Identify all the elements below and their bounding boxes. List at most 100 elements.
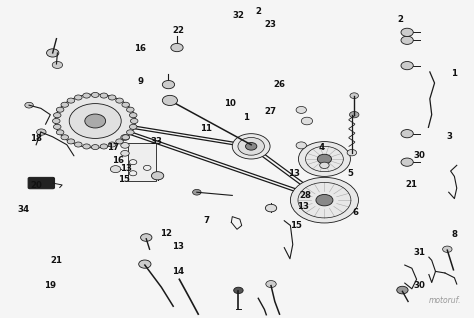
Circle shape [55, 94, 136, 148]
Circle shape [127, 130, 134, 135]
Circle shape [36, 129, 46, 135]
Circle shape [171, 44, 183, 52]
Circle shape [46, 49, 59, 57]
Text: 23: 23 [264, 20, 276, 29]
Text: 30: 30 [413, 151, 425, 160]
Circle shape [316, 195, 333, 206]
Circle shape [109, 95, 116, 100]
Text: 7: 7 [203, 216, 210, 225]
Text: 17: 17 [107, 143, 119, 152]
Circle shape [83, 93, 91, 98]
Text: 6: 6 [352, 208, 358, 217]
Circle shape [56, 130, 64, 135]
Circle shape [91, 92, 99, 97]
Text: 21: 21 [50, 256, 63, 265]
Circle shape [56, 107, 64, 112]
Circle shape [301, 117, 313, 125]
Circle shape [100, 93, 108, 98]
Circle shape [232, 134, 270, 159]
Circle shape [266, 280, 276, 287]
Text: 5: 5 [347, 169, 353, 178]
Text: 1: 1 [451, 69, 457, 78]
Circle shape [299, 142, 350, 176]
Circle shape [162, 80, 174, 89]
Circle shape [129, 124, 137, 129]
Text: 13: 13 [120, 164, 132, 173]
Text: 8: 8 [451, 231, 457, 239]
Text: 15: 15 [290, 221, 302, 230]
Circle shape [54, 113, 61, 118]
Circle shape [401, 129, 413, 138]
Circle shape [141, 234, 152, 241]
Circle shape [110, 166, 121, 173]
Circle shape [296, 142, 307, 149]
Circle shape [116, 98, 123, 103]
Text: 13: 13 [288, 169, 300, 178]
Circle shape [318, 154, 331, 164]
Circle shape [234, 287, 243, 294]
Circle shape [296, 107, 307, 114]
Circle shape [443, 246, 452, 252]
Text: 2: 2 [255, 7, 261, 16]
Text: 2: 2 [397, 15, 403, 24]
Text: 15: 15 [118, 175, 129, 184]
Circle shape [349, 112, 359, 118]
Circle shape [100, 144, 108, 149]
Text: 14: 14 [172, 267, 184, 276]
Circle shape [401, 158, 413, 166]
Circle shape [238, 137, 264, 155]
Bar [128, 143, 156, 181]
Circle shape [121, 135, 129, 140]
Circle shape [85, 114, 106, 128]
Circle shape [74, 142, 82, 147]
Circle shape [52, 61, 63, 68]
Text: 30: 30 [413, 281, 425, 290]
Text: 18: 18 [30, 134, 42, 143]
Circle shape [192, 190, 201, 195]
Circle shape [61, 102, 69, 107]
Circle shape [53, 119, 60, 123]
Text: 32: 32 [232, 11, 245, 20]
Circle shape [69, 104, 121, 138]
Circle shape [265, 204, 277, 212]
Circle shape [397, 286, 408, 294]
Circle shape [121, 150, 129, 156]
Text: 26: 26 [273, 80, 285, 89]
Text: 21: 21 [406, 180, 418, 189]
Text: 20: 20 [30, 181, 42, 190]
Circle shape [121, 142, 129, 148]
Circle shape [25, 102, 33, 108]
Circle shape [127, 107, 134, 112]
Circle shape [91, 145, 99, 150]
Text: 3: 3 [447, 132, 453, 141]
Circle shape [319, 162, 329, 169]
Circle shape [109, 142, 116, 147]
Text: 4: 4 [319, 143, 325, 152]
Circle shape [162, 95, 177, 106]
Circle shape [401, 28, 413, 37]
Text: 16: 16 [112, 156, 124, 165]
Text: 22: 22 [172, 26, 184, 35]
Text: 28: 28 [300, 191, 311, 200]
Text: motoruf.: motoruf. [429, 296, 462, 305]
Text: 12: 12 [160, 229, 172, 238]
Circle shape [152, 172, 164, 180]
Text: 34: 34 [18, 205, 29, 214]
Circle shape [129, 113, 137, 118]
Circle shape [401, 36, 413, 45]
Circle shape [122, 102, 129, 107]
Circle shape [122, 135, 129, 140]
Circle shape [83, 144, 91, 149]
Text: 16: 16 [134, 44, 146, 53]
Circle shape [139, 260, 151, 268]
Text: 9: 9 [137, 77, 143, 86]
Text: 27: 27 [264, 107, 276, 116]
Circle shape [74, 95, 82, 100]
Circle shape [61, 135, 69, 140]
Circle shape [54, 124, 61, 129]
Text: 1: 1 [244, 113, 249, 122]
Circle shape [67, 139, 75, 144]
Circle shape [350, 93, 358, 99]
Text: 13: 13 [297, 202, 309, 211]
Circle shape [116, 139, 123, 144]
